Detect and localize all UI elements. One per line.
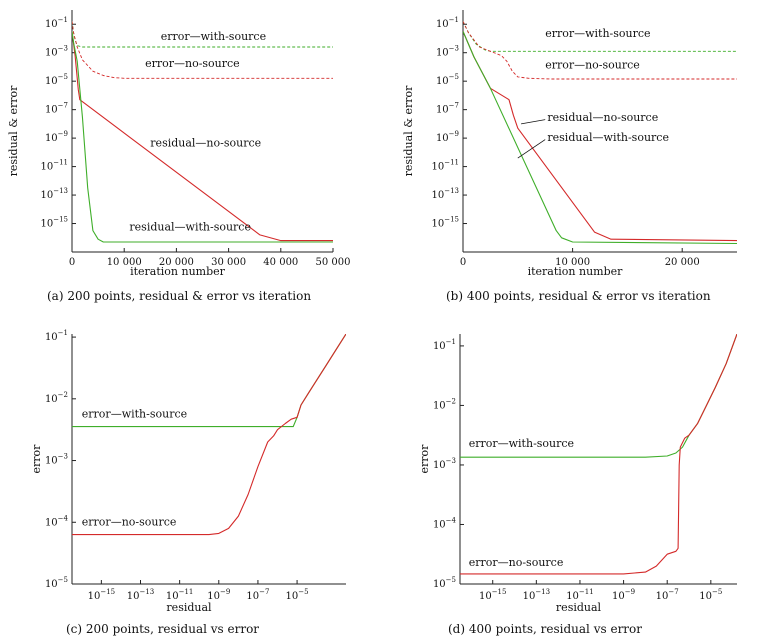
panel-caption: (b) 400 points, residual & error vs iter… <box>446 289 711 303</box>
y-tick-label: 10−9 <box>436 130 459 144</box>
series-annotation: error—with-source <box>469 437 574 450</box>
y-axis-label: residual & error <box>402 85 415 177</box>
x-axis-label: iteration number <box>130 265 226 278</box>
y-tick-label: 10−9 <box>45 130 68 144</box>
series-annotation: error—with-source <box>161 30 266 43</box>
series-annotation: error—with-source <box>82 407 187 420</box>
x-tick-label: 10−11 <box>566 588 594 602</box>
series-line-error-no-source <box>72 334 346 536</box>
x-axis-label: iteration number <box>528 265 624 278</box>
series-annotation: residual—with-source <box>547 131 669 144</box>
y-tick-label: 10−5 <box>45 576 68 590</box>
panel-b: 10−1 10−3 10−5 10−7 10−9 10−11 10−13 10−15 0 10 0… <box>402 10 737 303</box>
x-tick-label: 10−9 <box>612 588 635 602</box>
panel-a: 10−1 10−3 10−5 10−7 10−9 10−11 10−13 10−15 0 10 0… <box>7 10 351 303</box>
series-line-error-no-source <box>463 21 737 80</box>
series-annotation: error—no-source <box>82 515 177 528</box>
x-tick-label: 10−7 <box>656 588 679 602</box>
y-tick-label: 10−5 <box>433 576 456 590</box>
x-tick-label: 50 000 <box>316 257 351 268</box>
x-axis-label: residual <box>166 601 212 614</box>
y-tick-label: 10−1 <box>433 338 456 352</box>
x-tick-label: 20 000 <box>159 257 194 268</box>
y-tick-label: 10−15 <box>40 216 68 230</box>
y-tick-label: 10−3 <box>436 45 459 59</box>
panel-caption: (a) 200 points, residual & error vs iter… <box>47 289 311 303</box>
y-tick-label: 10−15 <box>431 216 459 230</box>
x-tick-label: 10−9 <box>207 588 230 602</box>
panel-d: 10−1 10−2 10−3 10−4 10−5 10−15 10−13 10−11 10−9 1… <box>418 334 737 636</box>
x-tick-label: 0 <box>460 257 466 268</box>
x-tick-label: 40 000 <box>263 257 298 268</box>
x-tick-label: 10−7 <box>246 588 269 602</box>
series-annotation: error—no-source <box>145 57 240 70</box>
y-tick-label: 10−2 <box>45 391 68 405</box>
panel-c: 10−1 10−2 10−3 10−4 10−5 10−15 10−13 10−11 10−9 1… <box>30 329 346 636</box>
series-annotation: error—no-source <box>545 58 640 71</box>
x-tick-label: 10 000 <box>555 257 590 268</box>
y-axis-label: error <box>30 444 43 474</box>
y-tick-label: 10−1 <box>436 16 459 30</box>
x-tick-label: 10−13 <box>127 588 155 602</box>
series-annotation: error—with-source <box>545 27 650 40</box>
y-tick-label: 10−1 <box>45 16 68 30</box>
series-line-residual-with-source <box>72 31 333 243</box>
annotation-leader-line <box>521 119 546 125</box>
x-tick-label: 10−13 <box>523 588 551 602</box>
series-annotation: residual—no-source <box>547 111 658 124</box>
series-annotation: error—no-source <box>469 556 564 569</box>
series-line-residual-with-source <box>463 31 737 245</box>
series-annotation: residual—with-source <box>129 221 251 234</box>
x-tick-label: 10−5 <box>699 588 722 602</box>
y-tick-label: 10−3 <box>45 45 68 59</box>
x-tick-label: 0 <box>69 257 75 268</box>
y-tick-label: 10−11 <box>40 159 68 173</box>
series-line-residual-no-source <box>72 31 333 242</box>
panel-caption: (c) 200 points, residual vs error <box>66 622 259 636</box>
x-tick-label: 30 000 <box>211 257 246 268</box>
annotation-leader-line <box>517 139 546 159</box>
x-tick-label: 10−15 <box>479 588 507 602</box>
y-tick-label: 10−4 <box>45 514 69 528</box>
series-line-error-no-source <box>460 334 737 575</box>
x-tick-label: 20 000 <box>665 257 700 268</box>
x-tick-label: 10 000 <box>107 257 142 268</box>
panel-caption: (d) 400 points, residual vs error <box>448 622 642 636</box>
y-tick-label: 10−4 <box>433 516 457 530</box>
y-tick-label: 10−7 <box>436 102 459 116</box>
x-tick-label: 10−5 <box>286 588 309 602</box>
x-axis-label: residual <box>556 601 602 614</box>
y-tick-label: 10−13 <box>431 187 459 201</box>
y-tick-label: 10−7 <box>45 102 68 116</box>
x-tick-label: 10−11 <box>166 588 194 602</box>
y-tick-label: 10−3 <box>45 453 68 467</box>
y-tick-label: 10−13 <box>40 187 68 201</box>
y-axis-label: error <box>418 444 431 474</box>
x-tick-label: 10−15 <box>88 588 116 602</box>
y-tick-label: 10−3 <box>433 457 456 471</box>
y-tick-label: 10−1 <box>45 329 68 343</box>
series-line-error-no-source <box>72 21 333 79</box>
y-tick-label: 10−5 <box>45 73 68 87</box>
y-tick-label: 10−11 <box>431 159 459 173</box>
y-tick-label: 10−2 <box>433 397 456 411</box>
y-tick-label: 10−5 <box>436 73 459 87</box>
series-annotation: residual—no-source <box>150 137 261 150</box>
y-axis-label: residual & error <box>7 85 20 177</box>
